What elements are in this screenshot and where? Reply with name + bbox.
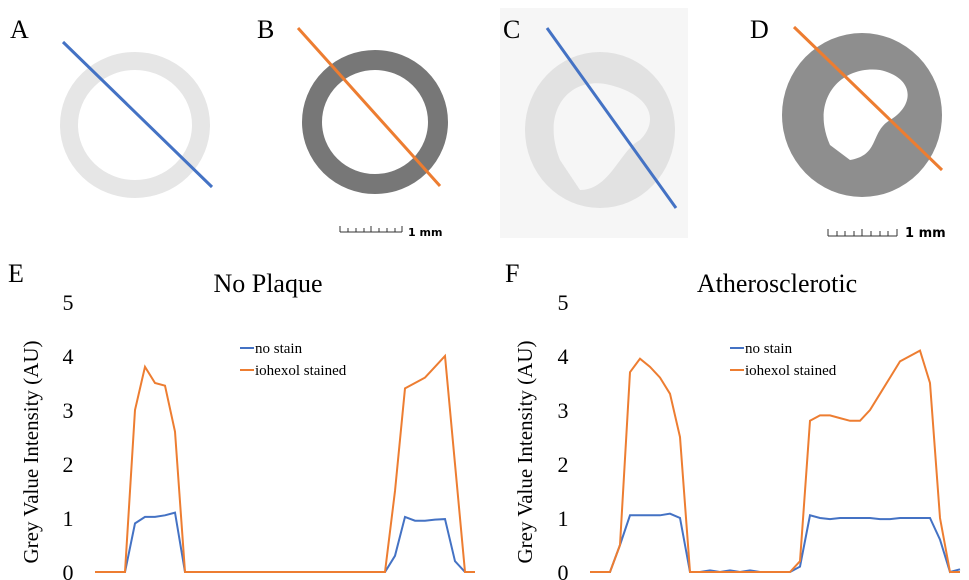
legend-label: iohexol stained [745, 363, 837, 379]
data-line [95, 511, 475, 573]
y-tick-label: 5 [63, 290, 74, 315]
profile-line [545, 27, 678, 209]
y-tick-label: 2 [63, 452, 74, 477]
y-tick-label: 4 [63, 344, 74, 369]
y-tick-label: 2 [558, 452, 569, 477]
scale-label: 1 mm [905, 226, 946, 241]
profile-line [792, 25, 944, 172]
data-line [590, 512, 961, 574]
y-tick-label: 0 [63, 560, 74, 580]
panel-label: F [505, 259, 519, 288]
panel-label: A [10, 15, 29, 44]
data-line [95, 353, 475, 573]
y-tick-label: 1 [63, 506, 74, 531]
y-tick-label: 0 [558, 560, 569, 580]
profile-line [296, 26, 442, 188]
panel-label: E [8, 259, 24, 288]
chart-title: Atherosclerotic [697, 269, 857, 298]
legend-label: no stain [745, 341, 793, 357]
panel-label: C [503, 15, 520, 44]
legend-label: iohexol stained [255, 363, 347, 379]
legend-label: no stain [255, 341, 303, 357]
panel-label: D [750, 15, 769, 44]
chart-title: No Plaque [213, 269, 322, 298]
scale-bar [339, 226, 403, 233]
vessel-lumen [553, 83, 650, 190]
y-tick-label: 5 [558, 290, 569, 315]
panel-label: B [257, 15, 274, 44]
vessel-lumen [823, 69, 908, 160]
y-axis-label: Grey Value Intensity (AU) [19, 341, 43, 564]
y-tick-label: 4 [558, 344, 569, 369]
y-tick-label: 1 [558, 506, 569, 531]
scale-label: 1 mm [408, 226, 442, 239]
vessel-ring [302, 50, 448, 194]
y-tick-label: 3 [63, 398, 74, 423]
vessel-ring [60, 52, 210, 198]
data-line [590, 349, 960, 573]
scale-bar [827, 229, 898, 237]
y-tick-label: 3 [558, 398, 569, 423]
y-axis-label: Grey Value Intensity (AU) [513, 341, 537, 564]
profile-line [61, 40, 214, 189]
